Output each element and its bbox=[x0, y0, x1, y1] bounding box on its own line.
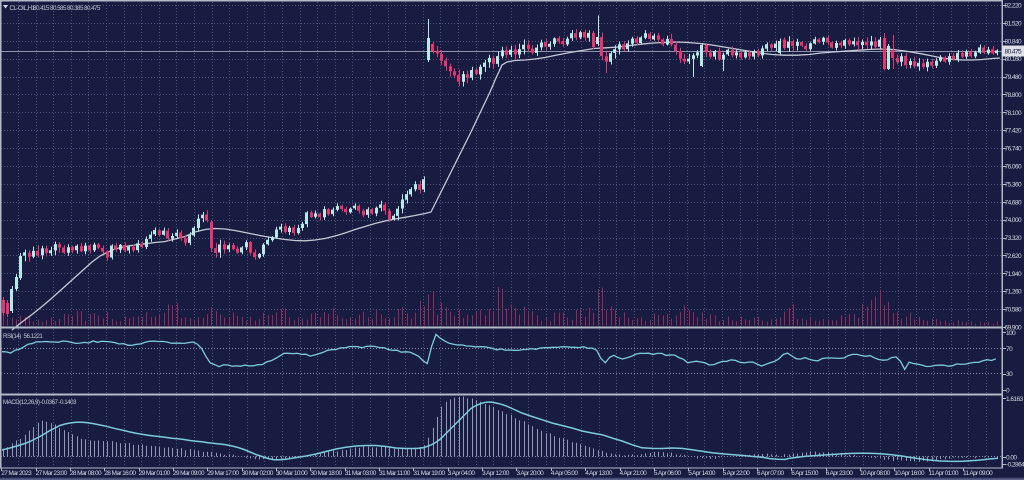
svg-text:10 Apr 16:00: 10 Apr 16:00 bbox=[894, 470, 925, 477]
svg-text:81.520: 81.520 bbox=[1005, 20, 1023, 27]
svg-text:31 Mar 11:00: 31 Mar 11:00 bbox=[379, 470, 411, 477]
svg-text:4 Apr 05:00: 4 Apr 05:00 bbox=[551, 470, 579, 477]
svg-text:76.740: 76.740 bbox=[1005, 146, 1023, 153]
svg-text:70: 70 bbox=[1006, 346, 1013, 353]
svg-text:31 Mar 03:00: 31 Mar 03:00 bbox=[345, 470, 377, 477]
svg-text:29 Mar 17:00: 29 Mar 17:00 bbox=[207, 470, 239, 477]
svg-text:71.260: 71.260 bbox=[1005, 289, 1023, 296]
svg-text:CL-OIL,H1: CL-OIL,H1 bbox=[10, 5, 36, 12]
svg-text:3 Apr 12:00: 3 Apr 12:00 bbox=[482, 470, 510, 477]
svg-text:-0.1403: -0.1403 bbox=[59, 399, 78, 406]
svg-text:MACD(12,26,9): MACD(12,26,9) bbox=[3, 399, 40, 406]
svg-text:80.475: 80.475 bbox=[1005, 49, 1023, 56]
svg-text:30 Mar 10:00: 30 Mar 10:00 bbox=[276, 470, 308, 477]
svg-text:3 Apr 20:00: 3 Apr 20:00 bbox=[517, 470, 545, 477]
svg-text:80.585: 80.585 bbox=[50, 5, 67, 12]
svg-text:70.580: 70.580 bbox=[1005, 307, 1023, 314]
svg-text:71.940: 71.940 bbox=[1005, 271, 1023, 278]
svg-text:80.475: 80.475 bbox=[84, 5, 101, 12]
svg-text:56.1221: 56.1221 bbox=[24, 333, 44, 340]
svg-text:29 Mar 09:00: 29 Mar 09:00 bbox=[173, 470, 205, 477]
svg-text:79.480: 79.480 bbox=[1005, 74, 1023, 81]
svg-text:29 Mar 01:00: 29 Mar 01:00 bbox=[139, 470, 171, 477]
svg-text:74.000: 74.000 bbox=[1005, 217, 1023, 224]
svg-text:6 Apr 15:00: 6 Apr 15:00 bbox=[791, 470, 819, 477]
svg-text:4 Apr 13:00: 4 Apr 13:00 bbox=[585, 470, 613, 477]
svg-text:82.220: 82.220 bbox=[1005, 3, 1023, 10]
svg-text:80.160: 80.160 bbox=[1005, 56, 1023, 63]
svg-text:28 Mar 08:00: 28 Mar 08:00 bbox=[70, 470, 102, 477]
svg-text:72.620: 72.620 bbox=[1005, 253, 1023, 260]
svg-text:80.840: 80.840 bbox=[1005, 38, 1023, 45]
svg-text:76.060: 76.060 bbox=[1005, 164, 1023, 171]
svg-text:78.800: 78.800 bbox=[1005, 92, 1023, 99]
svg-text:73.320: 73.320 bbox=[1005, 235, 1023, 242]
svg-text:69.900: 69.900 bbox=[1005, 325, 1023, 332]
svg-text:11 Apr 01:00: 11 Apr 01:00 bbox=[929, 470, 959, 477]
svg-text:-0.2864: -0.2864 bbox=[1006, 462, 1024, 469]
svg-text:77.420: 77.420 bbox=[1005, 128, 1023, 135]
svg-text:100: 100 bbox=[1006, 330, 1016, 337]
svg-text:80.385: 80.385 bbox=[67, 5, 84, 12]
svg-text:27 Mar 23:00: 27 Mar 23:00 bbox=[36, 470, 68, 477]
svg-text:75.360: 75.360 bbox=[1005, 181, 1023, 188]
svg-text:74.680: 74.680 bbox=[1005, 199, 1023, 206]
svg-text:4 Apr 21:00: 4 Apr 21:00 bbox=[620, 470, 648, 477]
svg-text:31 Mar 19:00: 31 Mar 19:00 bbox=[413, 470, 445, 477]
svg-text:0: 0 bbox=[1006, 388, 1010, 395]
svg-text:3 Apr 04:00: 3 Apr 04:00 bbox=[448, 470, 476, 477]
svg-text:30: 30 bbox=[1006, 371, 1013, 378]
svg-text:0.00: 0.00 bbox=[1006, 455, 1017, 462]
svg-text:10 Apr 08:00: 10 Apr 08:00 bbox=[860, 470, 891, 477]
svg-text:5 Apr 14:00: 5 Apr 14:00 bbox=[688, 470, 716, 477]
svg-text:27 Mar 2023: 27 Mar 2023 bbox=[1, 470, 32, 477]
svg-text:RSI(14): RSI(14) bbox=[3, 333, 21, 340]
svg-text:6 Apr 07:00: 6 Apr 07:00 bbox=[757, 470, 785, 477]
svg-text:28 Mar 16:00: 28 Mar 16:00 bbox=[104, 470, 136, 477]
svg-text:-0.0367: -0.0367 bbox=[40, 399, 59, 406]
svg-text:5 Apr 22:00: 5 Apr 22:00 bbox=[723, 470, 751, 477]
svg-text:5 Apr 06:00: 5 Apr 06:00 bbox=[654, 470, 682, 477]
svg-text:30 Mar 18:00: 30 Mar 18:00 bbox=[310, 470, 342, 477]
svg-text:80.415: 80.415 bbox=[33, 5, 50, 12]
svg-text:11 Apr 09:00: 11 Apr 09:00 bbox=[963, 470, 993, 477]
svg-text:78.100: 78.100 bbox=[1005, 110, 1023, 117]
svg-text:1.6163: 1.6163 bbox=[1006, 396, 1024, 403]
svg-text:30 Mar 02:00: 30 Mar 02:00 bbox=[242, 470, 274, 477]
svg-text:6 Apr 23:00: 6 Apr 23:00 bbox=[826, 470, 854, 477]
